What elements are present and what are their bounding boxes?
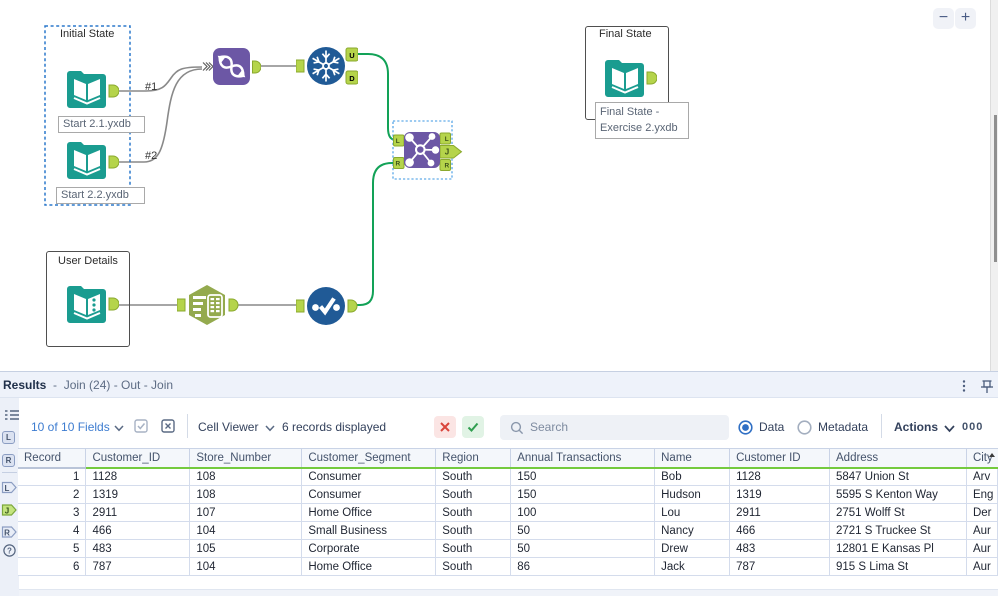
svg-text:L: L [396,138,400,145]
svg-text:R: R [395,161,400,168]
svg-text:?: ? [7,547,12,556]
svg-text:J: J [445,148,449,157]
svg-text:R: R [4,529,10,538]
svg-text:L: L [5,484,10,493]
svg-text:L: L [445,136,449,143]
svg-text:J: J [5,507,9,516]
svg-text:D: D [349,74,355,83]
svg-text:R: R [444,163,449,170]
svg-text:U: U [349,51,354,60]
